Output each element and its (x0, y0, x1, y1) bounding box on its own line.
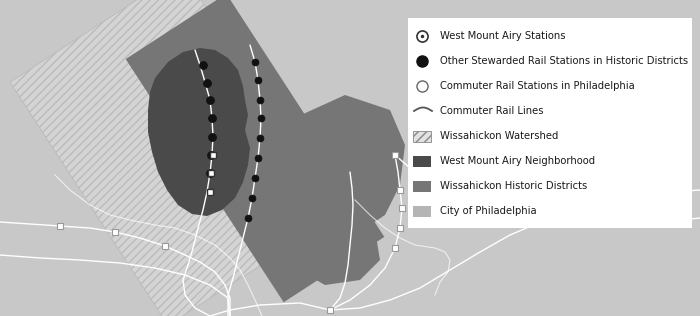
Polygon shape (270, 95, 405, 235)
FancyBboxPatch shape (408, 18, 692, 228)
Polygon shape (288, 210, 380, 285)
Text: Wissahickon Watershed: Wissahickon Watershed (440, 131, 559, 141)
Polygon shape (148, 48, 250, 216)
Polygon shape (126, 0, 384, 302)
Bar (413, 181, 431, 192)
Text: City of Philadelphia: City of Philadelphia (440, 206, 537, 216)
Text: West Mount Airy Neighborhood: West Mount Airy Neighborhood (440, 156, 595, 166)
Text: Other Stewarded Rail Stations in Historic Districts: Other Stewarded Rail Stations in Histori… (440, 56, 688, 66)
Bar (413, 206, 431, 217)
Text: Commuter Rail Stations in Philadelphia: Commuter Rail Stations in Philadelphia (440, 81, 635, 91)
Text: West Mount Airy Stations: West Mount Airy Stations (440, 31, 566, 41)
Text: Wissahickon Historic Districts: Wissahickon Historic Districts (440, 181, 587, 191)
Polygon shape (10, 0, 340, 316)
Bar (413, 131, 431, 142)
Text: Commuter Rail Lines: Commuter Rail Lines (440, 106, 543, 116)
Bar (413, 156, 431, 167)
